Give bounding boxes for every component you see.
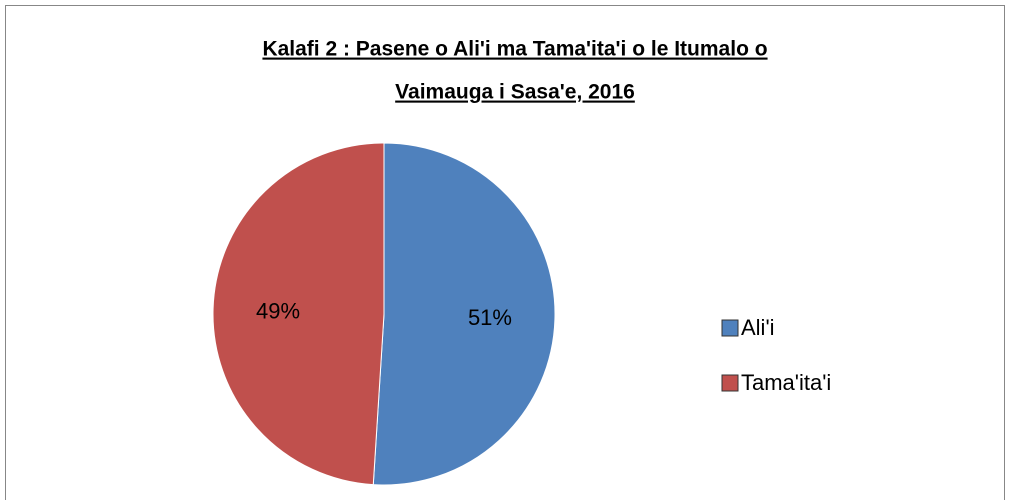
chart-title: Kalafi 2 : Pasene o Ali'i ma Tama'ita'i … xyxy=(262,38,767,61)
value-label: 49% xyxy=(256,298,300,323)
chart-title: Vaimauga i Sasa'e, 2016 xyxy=(395,81,635,104)
legend-label: Tama'ita'i xyxy=(741,370,831,395)
value-label: 51% xyxy=(468,305,512,330)
pie-slice xyxy=(212,142,385,486)
legend-swatch xyxy=(721,374,739,392)
legend-swatch xyxy=(721,319,739,337)
pie-slice xyxy=(372,142,556,486)
legend-label: Ali'i xyxy=(741,315,775,340)
